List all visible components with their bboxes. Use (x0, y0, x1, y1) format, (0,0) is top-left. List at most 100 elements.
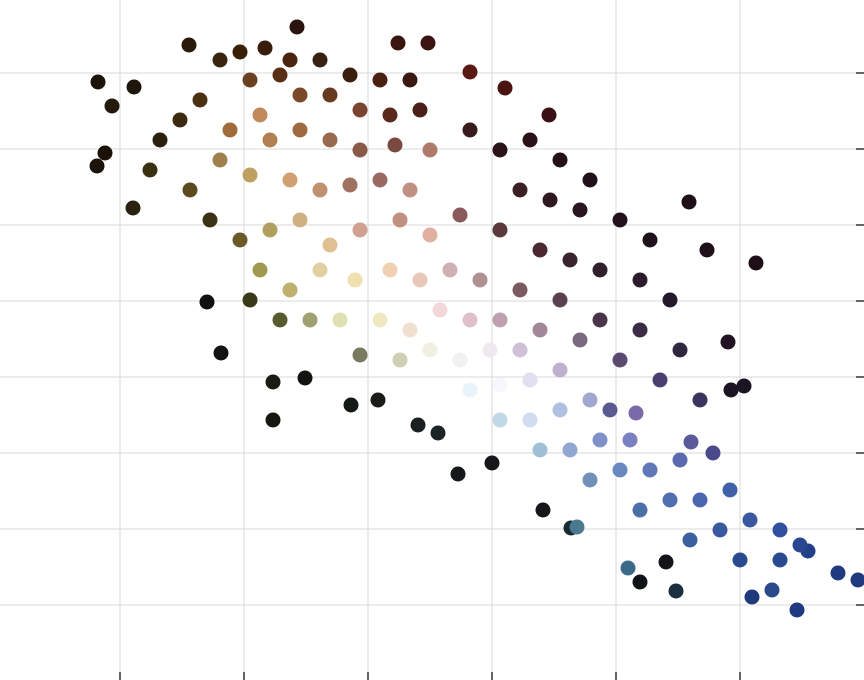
point (482, 342, 498, 358)
point (720, 334, 736, 350)
point (97, 145, 113, 161)
point (252, 262, 268, 278)
point (642, 232, 658, 248)
point (272, 312, 288, 328)
point (562, 252, 578, 268)
point (772, 522, 788, 538)
point (387, 137, 403, 153)
point (612, 212, 628, 228)
point (672, 452, 688, 468)
point (232, 44, 248, 60)
point (492, 142, 508, 158)
point (272, 67, 288, 83)
point (602, 402, 618, 418)
point (532, 242, 548, 258)
point (723, 382, 739, 398)
point (172, 112, 188, 128)
point (535, 502, 551, 518)
point (722, 482, 738, 498)
point (492, 222, 508, 238)
point (569, 519, 585, 535)
point (89, 158, 105, 174)
point (532, 442, 548, 458)
point (432, 302, 448, 318)
point (370, 392, 386, 408)
point (699, 242, 715, 258)
point (622, 432, 638, 448)
point (592, 432, 608, 448)
point (522, 412, 538, 428)
point (552, 152, 568, 168)
point (552, 402, 568, 418)
point (552, 292, 568, 308)
point (312, 182, 328, 198)
point (292, 212, 308, 228)
point (683, 434, 699, 450)
point (402, 72, 418, 88)
point (232, 232, 248, 248)
point (343, 397, 359, 413)
point (512, 282, 528, 298)
point (632, 574, 648, 590)
point (312, 262, 328, 278)
point (352, 142, 368, 158)
point (542, 192, 558, 208)
point (252, 107, 268, 123)
point (632, 272, 648, 288)
point (182, 182, 198, 198)
point (212, 152, 228, 168)
point (632, 502, 648, 518)
point (292, 87, 308, 103)
point (242, 292, 258, 308)
point (352, 222, 368, 238)
point (830, 565, 846, 581)
point (412, 272, 428, 288)
point (748, 255, 764, 271)
point (222, 122, 238, 138)
point (712, 522, 728, 538)
point (199, 294, 215, 310)
point (322, 237, 338, 253)
point (772, 552, 788, 568)
point (620, 560, 636, 576)
point (390, 35, 406, 51)
point (90, 74, 106, 90)
point (212, 52, 228, 68)
point (512, 342, 528, 358)
point (410, 417, 426, 433)
point (282, 52, 298, 68)
point (572, 202, 588, 218)
point (372, 312, 388, 328)
point (462, 64, 478, 80)
point (352, 347, 368, 363)
point (512, 182, 528, 198)
point (452, 207, 468, 223)
point (265, 374, 281, 390)
point (522, 132, 538, 148)
point (442, 262, 458, 278)
point (213, 345, 229, 361)
point (322, 132, 338, 148)
point (242, 167, 258, 183)
point (562, 442, 578, 458)
point (462, 382, 478, 398)
point (462, 122, 478, 138)
point (789, 602, 805, 618)
point (652, 372, 668, 388)
point (612, 462, 628, 478)
point (792, 537, 808, 553)
point (592, 312, 608, 328)
point (402, 322, 418, 338)
point (342, 67, 358, 83)
point (672, 342, 688, 358)
point (347, 272, 363, 288)
point (422, 142, 438, 158)
point (420, 35, 436, 51)
point (392, 212, 408, 228)
point (262, 222, 278, 238)
point (181, 37, 197, 53)
